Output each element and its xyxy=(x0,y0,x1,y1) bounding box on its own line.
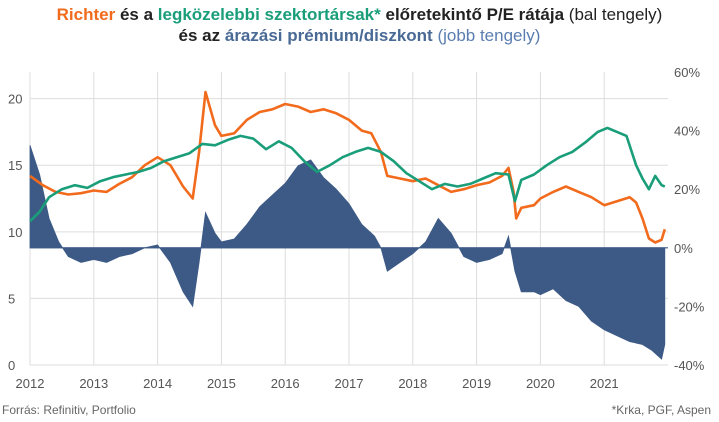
x-tick-label-2021: 2021 xyxy=(590,376,619,391)
x-tick-label-2013: 2013 xyxy=(79,376,108,391)
x-tick-label-2016: 2016 xyxy=(271,376,300,391)
x-tick-label-2017: 2017 xyxy=(335,376,364,391)
x-tick-label-2018: 2018 xyxy=(398,376,427,391)
x-tick-label-2020: 2020 xyxy=(526,376,555,391)
right-tick-label-0pct: 0% xyxy=(674,241,693,256)
series-peers-line xyxy=(29,126,666,223)
title-and-the: és az xyxy=(178,26,221,45)
title-line-1: Richter és a legközelebbi szektortársak*… xyxy=(0,4,719,25)
series-premium-area xyxy=(29,145,666,360)
title-richter: Richter xyxy=(56,5,116,24)
title-right-axis-note: (jobb tengely) xyxy=(437,26,541,45)
right-tick-label--20pct: -20% xyxy=(674,299,705,314)
title-line-2: és az árazási prémium/diszkont (jobb ten… xyxy=(0,25,719,46)
left-tick-label-15: 15 xyxy=(8,158,22,173)
left-tick-label-20: 20 xyxy=(8,92,22,107)
title-and: és a xyxy=(119,5,154,24)
chart-plot: 2012 2013 2014 2015 2016 2017 2018 2019 2020 2021… xyxy=(8,65,705,391)
right-tick-label-60pct: 60% xyxy=(674,65,700,80)
right-tick-label--40pct: -40% xyxy=(674,358,705,373)
x-tick-label-2019: 2019 xyxy=(462,376,491,391)
title-pe-ratio: előretekintő P/E rátája xyxy=(385,5,565,24)
left-tick-label-10: 10 xyxy=(8,225,22,240)
left-tick-label-5: 5 xyxy=(8,291,15,306)
series-richter-line xyxy=(29,90,667,244)
title-left-axis-note: (bal tengely) xyxy=(568,5,663,24)
source-note: Forrás: Refinitiv, Portfolio xyxy=(2,403,136,417)
peers-footnote: *Krka, PGF, Aspen xyxy=(611,403,711,417)
title-premium: árazási prémium/diszkont xyxy=(224,26,433,45)
left-tick-label-0: 0 xyxy=(8,358,15,373)
x-tick-label-2012: 2012 xyxy=(16,376,45,391)
right-tick-label-40pct: 40% xyxy=(674,124,700,139)
right-tick-label-20pct: 20% xyxy=(674,182,700,197)
x-tick-label-2015: 2015 xyxy=(207,376,236,391)
chart-title: Richter és a legközelebbi szektortársak*… xyxy=(0,4,719,46)
x-tick-label-2014: 2014 xyxy=(143,376,172,391)
title-peers: legközelebbi szektortársak* xyxy=(157,5,381,24)
